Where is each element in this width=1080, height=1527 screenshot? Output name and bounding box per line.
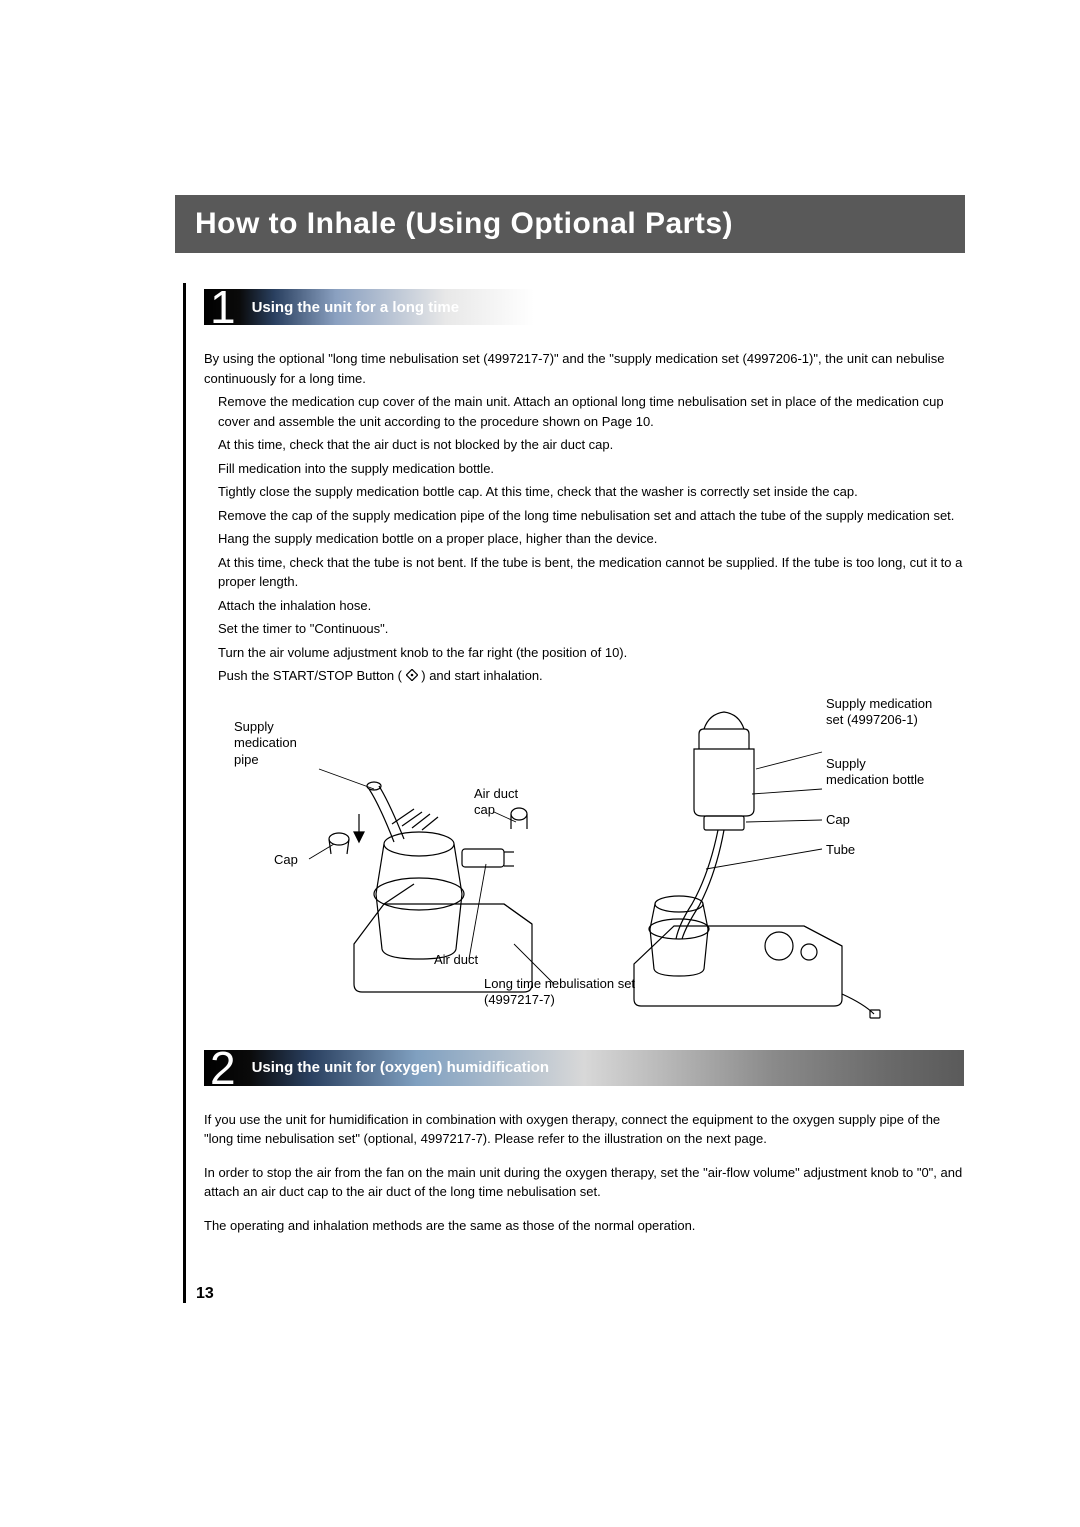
label-cap-right: Cap <box>826 812 850 829</box>
start-stop-diamond-icon <box>406 667 418 679</box>
step-5a: Hang the supply medication bottle on a p… <box>204 529 965 549</box>
step-6: Set the timer to "Continuous". <box>204 619 965 639</box>
page-title: How to Inhale (Using Optional Parts) <box>175 195 965 253</box>
step-4: Remove the cap of the supply medication … <box>204 506 965 526</box>
section-2-header: 2 Using the unit for (oxygen) humidifica… <box>204 1044 965 1092</box>
label-supply-medication-pipe: Supply medication pipe <box>234 719 324 770</box>
section-1-header: 1 Using the unit for a long time <box>204 283 965 331</box>
step-8-part-a: Push the START/STOP Button ( <box>218 668 402 683</box>
section-1-intro: By using the optional "long time nebulis… <box>204 349 965 388</box>
label-long-time-set: Long time nebulisation set (4997217-7) <box>484 976 664 1010</box>
step-8-part-b: ) and start inhalation. <box>421 668 542 683</box>
step-5c: Attach the inhalation hose. <box>204 596 965 616</box>
section-2-number: 2 <box>210 1045 236 1091</box>
step-1b: At this time, check that the air duct is… <box>204 435 965 455</box>
section-2-p3: The operating and inhalation methods are… <box>204 1216 965 1236</box>
label-tube: Tube <box>826 842 855 859</box>
diagram-area: Supply medication pipe Cap Air duct cap … <box>204 694 944 1024</box>
step-5b: At this time, check that the tube is not… <box>204 553 965 592</box>
step-2: Fill medication into the supply medicati… <box>204 459 965 479</box>
label-cap-left: Cap <box>274 852 298 869</box>
section-2-p2: In order to stop the air from the fan on… <box>204 1163 965 1202</box>
step-1a: Remove the medication cup cover of the m… <box>204 392 965 431</box>
page-number: 13 <box>196 1285 965 1303</box>
section-1-number: 1 <box>210 284 236 330</box>
step-3: Tightly close the supply medication bott… <box>204 482 965 502</box>
content-column: 1 Using the unit for a long time By usin… <box>183 283 965 1303</box>
section-2-title: Using the unit for (oxygen) humidificati… <box>252 1059 550 1076</box>
label-supply-medication-bottle: Supply medication bottle <box>826 756 926 790</box>
label-air-duct: Air duct <box>434 952 478 969</box>
step-7: Turn the air volume adjustment knob to t… <box>204 643 965 663</box>
section-2-p1: If you use the unit for humidification i… <box>204 1110 965 1149</box>
section-1-title: Using the unit for a long time <box>252 299 460 316</box>
label-air-duct-cap: Air duct cap <box>474 786 534 820</box>
label-supply-medication-set: Supply medication set (4997206-1) <box>826 696 946 730</box>
step-8: Push the START/STOP Button ( ) and start… <box>204 666 965 686</box>
